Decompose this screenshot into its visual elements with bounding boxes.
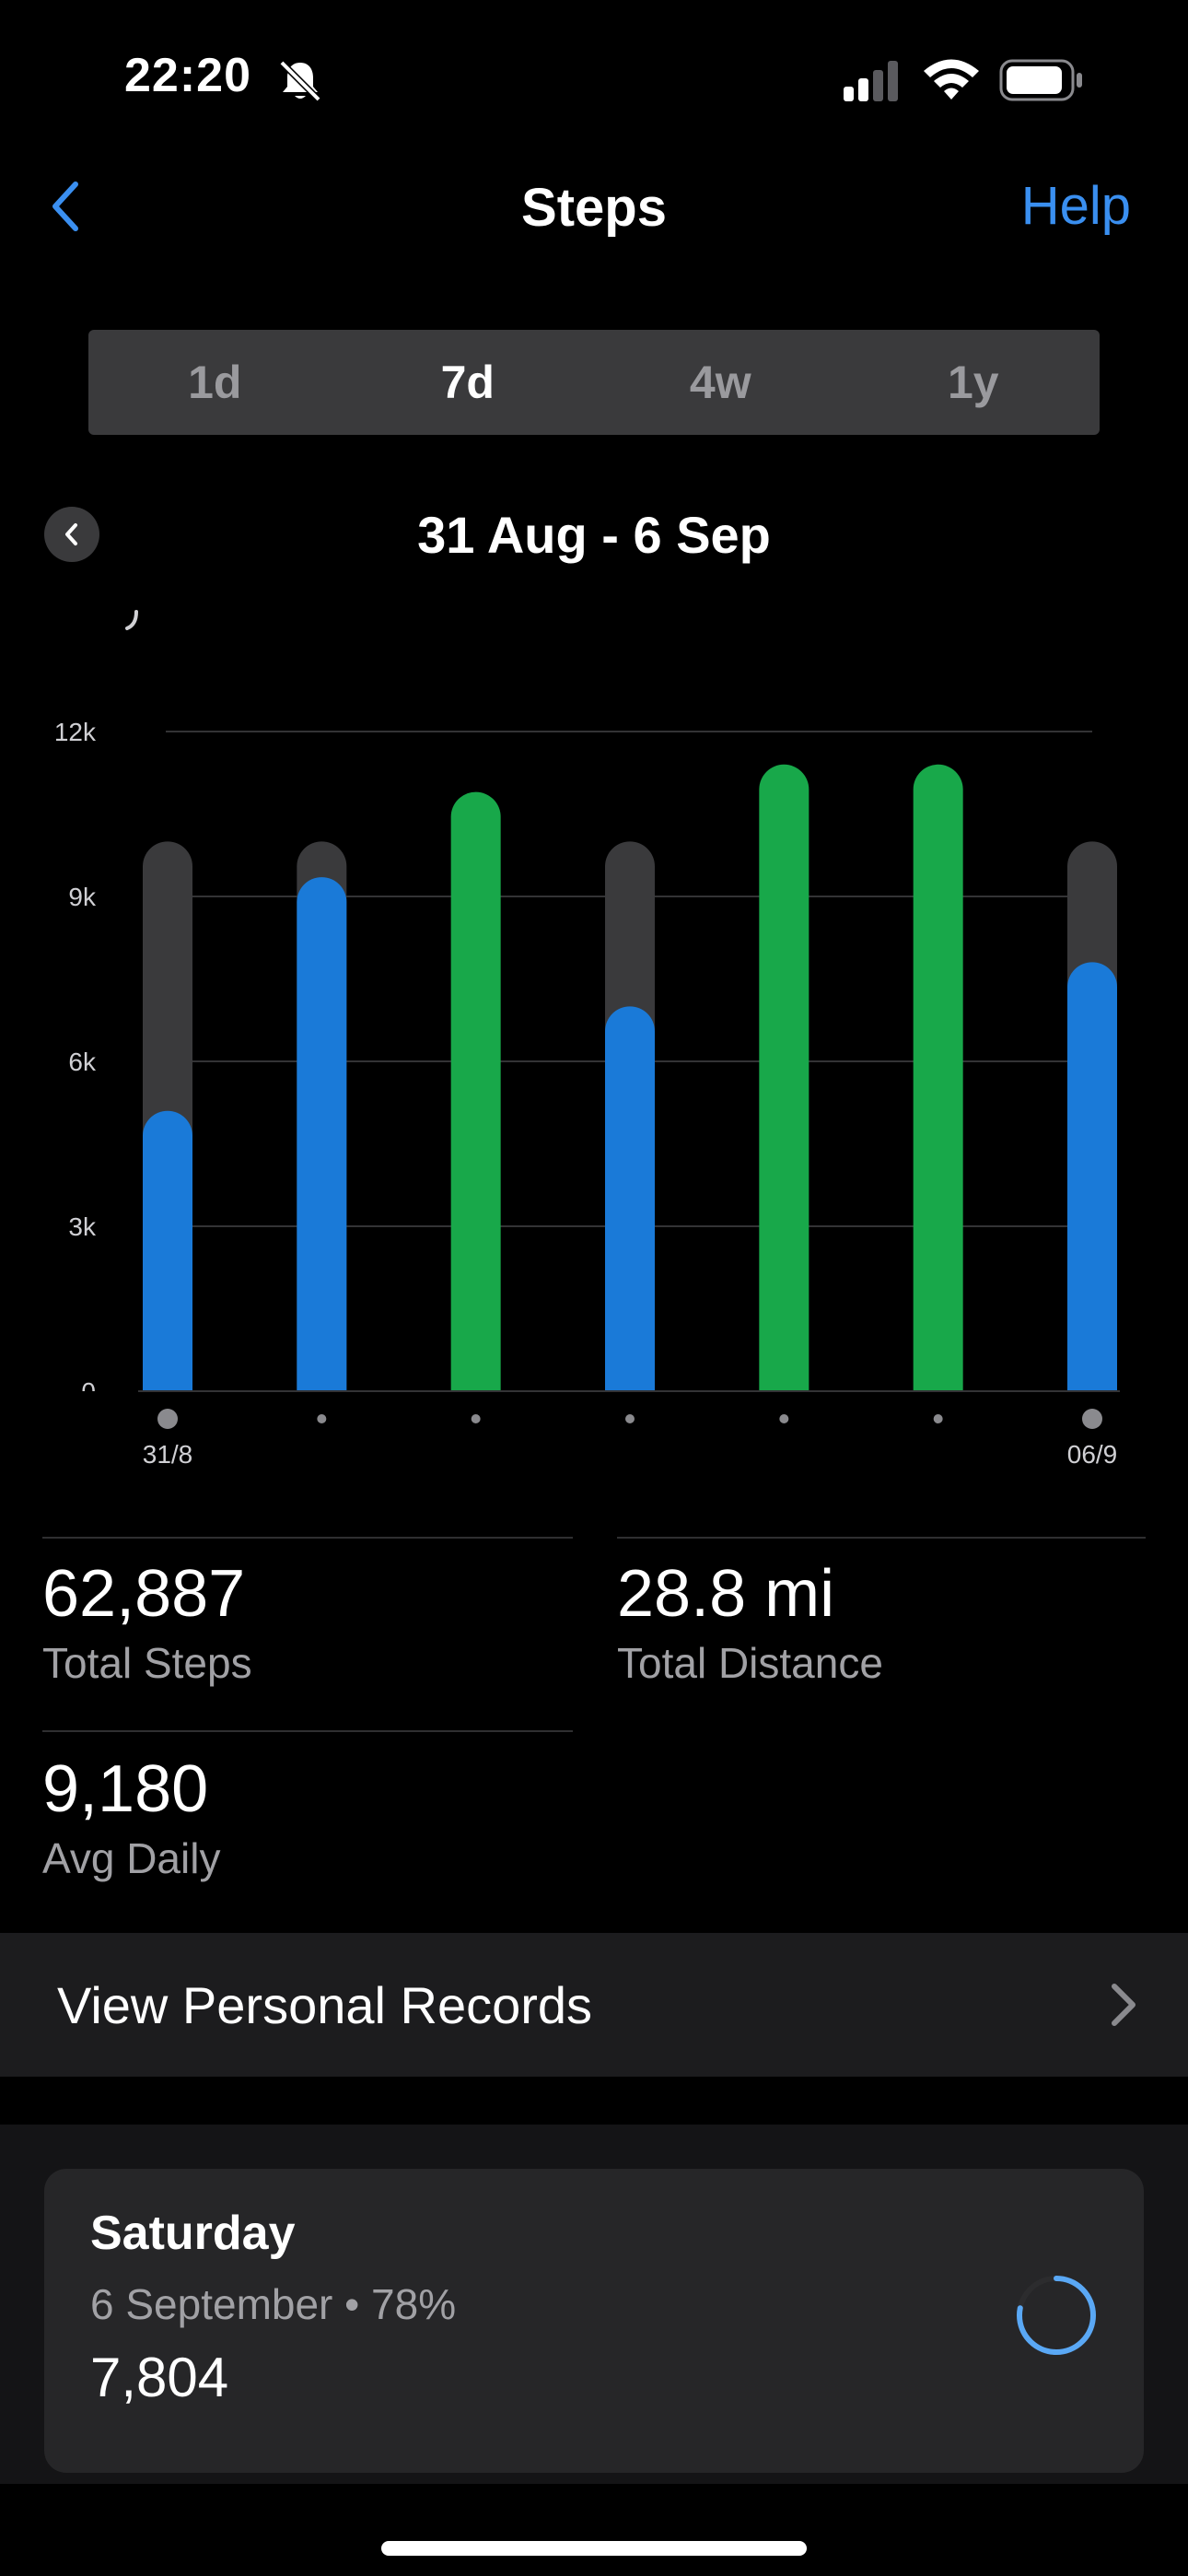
x-tick-label: 31/8 [143, 1440, 193, 1469]
bell-slash-icon [279, 60, 321, 102]
steps-bar[interactable] [759, 764, 809, 1416]
chevron-left-icon [65, 523, 77, 545]
total-steps-stat: 62,887 Total Steps [42, 1561, 252, 1688]
view-personal-records-row[interactable]: View Personal Records [0, 1933, 1188, 2077]
previous-range-button[interactable] [44, 507, 99, 562]
y-tick-label: 12k [54, 718, 97, 746]
avg-daily-stat: 9,180 Avg Daily [42, 1756, 220, 1883]
view-personal-records-label: View Personal Records [57, 1975, 593, 2034]
x-axis-dot[interactable] [933, 1414, 943, 1423]
page-title: Steps [521, 178, 667, 238]
x-axis-dot[interactable] [625, 1414, 635, 1423]
x-axis-dot[interactable] [779, 1414, 789, 1423]
stats-divider [42, 1730, 573, 1732]
total-distance-value: 28.8 mi [617, 1557, 835, 1631]
segment-1d[interactable]: 1d [188, 357, 242, 408]
y-tick-label: 9k [68, 883, 97, 911]
day-name: Saturday [90, 2207, 296, 2260]
x-axis-dot[interactable] [471, 1414, 481, 1423]
segment-1y[interactable]: 1y [947, 357, 999, 408]
time-range-selector: 1d 7d 4w 1y [88, 330, 1100, 435]
day-date-percent: 6 September • 78% [90, 2280, 457, 2328]
battery-icon [999, 59, 1082, 101]
steps-bar[interactable] [913, 764, 963, 1416]
chevron-right-icon [1112, 1984, 1136, 2026]
total-steps-label: Total Steps [42, 1639, 252, 1687]
y-tick-label: 6k [68, 1048, 97, 1076]
x-tick-label: 06/9 [1067, 1440, 1118, 1469]
steps-bar-chart[interactable]: 03k6k9k12k31/806/9 [0, 682, 1188, 1493]
steps-bar[interactable] [605, 1006, 655, 1416]
steps-bar[interactable] [450, 791, 501, 1416]
day-steps-value: 7,804 [90, 2347, 229, 2408]
baseline-mask [0, 1391, 1188, 1428]
total-steps-value: 62,887 [42, 1557, 246, 1631]
y-tick-label: 3k [68, 1212, 97, 1241]
back-chevron-icon[interactable] [44, 177, 85, 236]
help-button[interactable]: Help [1020, 176, 1131, 236]
x-axis-dot[interactable] [317, 1414, 327, 1423]
status-bar: 22:20 [0, 0, 1188, 157]
avg-daily-label: Avg Daily [42, 1834, 221, 1882]
wifi-icon [924, 59, 979, 100]
date-range-label: 31 Aug - 6 Sep [417, 506, 771, 564]
segment-4w[interactable]: 4w [689, 357, 751, 408]
total-distance-stat: 28.8 mi Total Distance [617, 1561, 883, 1688]
home-indicator[interactable] [381, 2541, 807, 2556]
chart-scroll-hint-icon [125, 610, 138, 630]
stats-divider [42, 1537, 573, 1539]
segment-7d[interactable]: 7d [440, 357, 495, 408]
steps-bar[interactable] [297, 877, 347, 1416]
status-time: 22:20 [124, 49, 251, 102]
x-axis-dot[interactable] [157, 1409, 178, 1429]
x-axis-dot[interactable] [1082, 1409, 1102, 1429]
total-distance-label: Total Distance [617, 1639, 883, 1687]
daily-list-section: Saturday 6 September • 78% 7,804 [0, 2125, 1188, 2484]
day-card-saturday[interactable]: Saturday 6 September • 78% 7,804 [44, 2169, 1144, 2473]
navigation-bar: Steps Help [0, 157, 1188, 258]
steps-bar[interactable] [1067, 962, 1117, 1416]
steps-bar[interactable] [143, 1110, 192, 1416]
cellular-signal-icon [844, 61, 898, 101]
avg-daily-value: 9,180 [42, 1752, 209, 1826]
goal-progress-ring-icon [1017, 2276, 1096, 2355]
stats-divider [617, 1537, 1146, 1539]
